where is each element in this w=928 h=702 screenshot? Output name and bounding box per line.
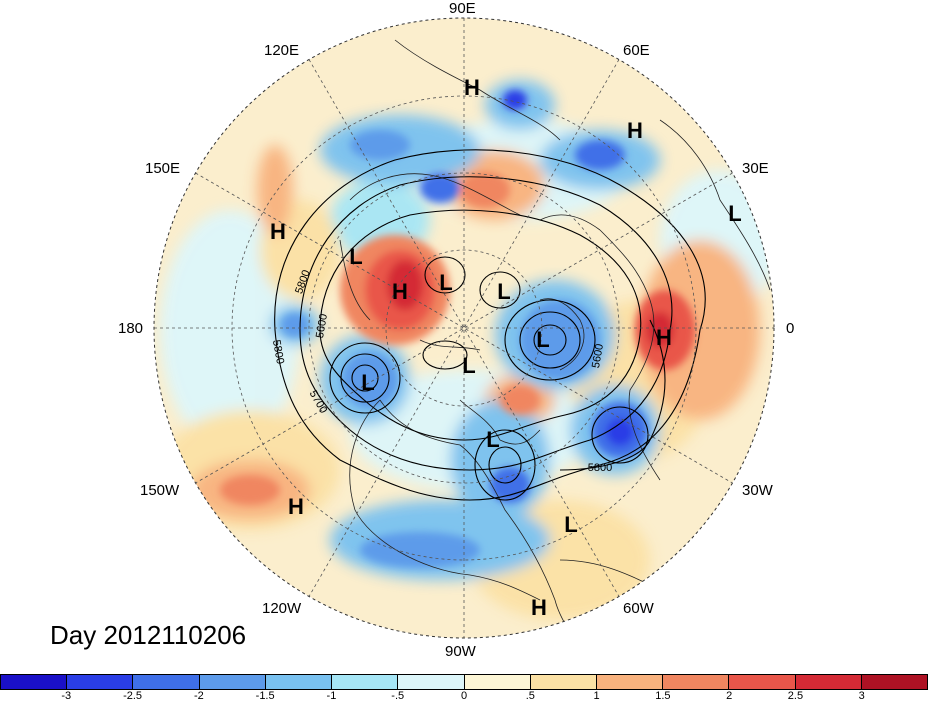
colorbar-tick-label: -1 bbox=[326, 690, 337, 702]
map-boundary bbox=[153, 17, 775, 639]
meridian-label-150w: 150W bbox=[140, 482, 180, 499]
date-label: Day 2012110206 bbox=[50, 620, 247, 650]
colorbar-tick-label: 2.5 bbox=[787, 690, 804, 702]
high-center: H bbox=[464, 75, 480, 100]
meridian-label-0: 0 bbox=[786, 320, 795, 337]
colorbar-tick-label: 1.5 bbox=[655, 690, 671, 702]
low-center: L bbox=[497, 279, 511, 304]
colorbar-segment bbox=[198, 674, 265, 690]
coastlines bbox=[339, 39, 771, 638]
meridian-label-30w: 30W bbox=[742, 482, 773, 499]
low-center: L bbox=[439, 270, 453, 295]
colorbar-segment bbox=[529, 674, 596, 690]
colorbar-tick-label: 2 bbox=[726, 690, 733, 702]
high-center: H bbox=[627, 118, 643, 143]
low-center: L bbox=[536, 327, 550, 352]
colorbar-ticks: -3 -2.5 -2 -1.5 -1 -.5 0 .5 1 1.5 2 2.5 3 bbox=[0, 690, 928, 702]
high-center: H bbox=[392, 279, 408, 304]
low-center: L bbox=[349, 244, 363, 269]
height-contours bbox=[274, 149, 706, 501]
meridian-label-120w: 120W bbox=[262, 600, 302, 617]
meridian-label-60w: 60W bbox=[623, 600, 654, 617]
polar-map bbox=[153, 17, 775, 639]
meridian-label-60e: 60E bbox=[623, 42, 650, 59]
colorbar-tick-label: -2 bbox=[193, 690, 204, 702]
meridian-label-150e: 150E bbox=[145, 160, 181, 177]
colorbar-segment bbox=[132, 674, 199, 690]
meridian-label-30e: 30E bbox=[742, 160, 769, 177]
high-center: H bbox=[656, 325, 672, 350]
meridian-label-120e: 120E bbox=[264, 42, 300, 59]
meridian-label-180: 180 bbox=[118, 320, 144, 337]
colorbar-segment bbox=[794, 674, 861, 690]
colorbar-segment bbox=[463, 674, 530, 690]
colorbar-tick-label: 0 bbox=[460, 690, 468, 702]
colorbar-tick-label: -.5 bbox=[391, 690, 405, 702]
colorbar-segment bbox=[595, 674, 663, 690]
colorbar-segment bbox=[662, 674, 729, 690]
colorbar-segment bbox=[0, 674, 67, 690]
low-center: L bbox=[361, 370, 375, 395]
high-center: H bbox=[270, 219, 286, 244]
colorbar-tick-label: .5 bbox=[525, 690, 535, 702]
high-center: H bbox=[288, 494, 304, 519]
high-center: H bbox=[531, 595, 547, 620]
colorbar-segment bbox=[397, 674, 464, 690]
colorbar-segment bbox=[860, 674, 928, 690]
colorbar-segment bbox=[264, 674, 332, 690]
contour-label: 5800 bbox=[587, 462, 613, 474]
low-center: L bbox=[462, 353, 476, 378]
colorbar-tick-label: 1 bbox=[593, 690, 600, 702]
colorbar-tick-label: -1.5 bbox=[255, 690, 275, 702]
colorbar-segment bbox=[728, 674, 795, 690]
colorbar-segment bbox=[331, 674, 398, 690]
meridian-label-90e: 90E bbox=[449, 0, 476, 17]
colorbar-tick-label: 3 bbox=[858, 690, 865, 702]
colorbar-tick-label: -3 bbox=[61, 690, 72, 702]
colorbar-segment bbox=[66, 674, 133, 690]
meridian-label-90w: 90W bbox=[445, 643, 476, 660]
graticule bbox=[154, 18, 774, 638]
anomaly-field bbox=[154, 18, 774, 638]
low-center: L bbox=[486, 427, 500, 452]
colorbar-tick-label: -2.5 bbox=[123, 690, 143, 702]
colorbar bbox=[0, 674, 928, 690]
low-center: L bbox=[728, 201, 742, 226]
low-center: L bbox=[564, 512, 578, 537]
